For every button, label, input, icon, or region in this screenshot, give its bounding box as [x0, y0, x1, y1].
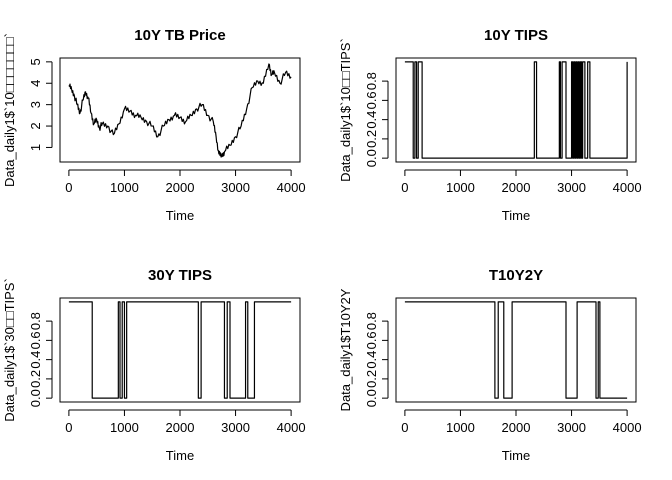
x-tick-label: 4000 — [613, 180, 642, 195]
y-tick-label: 3 — [28, 101, 43, 108]
plot-frame — [59, 297, 301, 403]
y-tick-label: 0.8 — [364, 72, 379, 90]
y-tick-label: 0.8 — [28, 312, 43, 330]
x-tick-label: 0 — [401, 420, 408, 435]
x-tick-label: 4000 — [277, 420, 306, 435]
y-tick-label: 0.4 — [28, 351, 43, 369]
y-axis-label: Data_daily1$`10□□TIPS` — [338, 38, 353, 182]
x-tick-label: 1000 — [446, 180, 475, 195]
series-line — [68, 63, 292, 158]
x-tick-label: 2000 — [502, 180, 531, 195]
y-tick-label: 0.4 — [364, 111, 379, 129]
x-tick-label: 0 — [65, 180, 72, 195]
x-axis-label: Time — [502, 208, 530, 223]
y-tick-label: 5 — [28, 58, 43, 65]
plot-frame — [395, 57, 637, 163]
x-axis-label: Time — [166, 448, 194, 463]
y-tick-label: 2 — [28, 122, 43, 129]
chart-title: 10Y TB Price — [134, 27, 225, 44]
y-axis-label: Data_daily1$T10Y2Y — [338, 288, 353, 411]
x-tick-label: 4000 — [277, 180, 306, 195]
plot-frame — [395, 297, 637, 403]
x-tick-label: 0 — [401, 180, 408, 195]
x-tick-label: 2000 — [166, 420, 195, 435]
x-axis-label: Time — [502, 448, 530, 463]
y-axis-label: Data_daily1$`10□□□□□□□` — [2, 33, 17, 187]
chart-title: T10Y2Y — [489, 267, 543, 284]
x-tick-label: 3000 — [557, 420, 586, 435]
y-tick-label: 0.2 — [364, 130, 379, 148]
y-tick-label: 0.2 — [28, 370, 43, 388]
y-tick-label: 0.0 — [28, 389, 43, 407]
x-tick-label: 2000 — [502, 420, 531, 435]
y-tick-label: 0.6 — [28, 331, 43, 349]
panel-1: 10Y TB Price 0 1000 2000 3000 4000 Time 1 2 3 4 5 Da… — [2, 27, 306, 223]
y-tick-label: 0.2 — [364, 370, 379, 388]
x-tick-label: 4000 — [613, 420, 642, 435]
panel-3: 30Y TIPS 0 1000 2000 3000 4000 Time 0.00.20.4 0.… — [2, 267, 306, 463]
x-tick-label: 2000 — [166, 180, 195, 195]
y-tick-label: 4 — [28, 80, 43, 87]
y-tick-label: 1 — [28, 144, 43, 151]
plot-frame — [59, 57, 301, 163]
y-tick-label: 0.8 — [364, 312, 379, 330]
x-tick-label: 3000 — [221, 420, 250, 435]
y-tick-label: 0.4 — [364, 351, 379, 369]
y-tick-label: 0.6 — [364, 331, 379, 349]
series-line — [404, 301, 628, 399]
x-tick-label: 1000 — [110, 180, 139, 195]
series-line — [68, 301, 292, 399]
x-tick-label: 3000 — [221, 180, 250, 195]
y-axis-label: Data_daily1$`30□□TIPS` — [2, 278, 17, 422]
x-tick-label: 3000 — [557, 180, 586, 195]
series-line — [404, 61, 628, 159]
panel-2: 10Y TIPS 0 1000 2000 3000 4000 Time 0.00.20.4 0.… — [338, 27, 642, 223]
chart-title: 30Y TIPS — [148, 267, 212, 284]
x-tick-label: 0 — [65, 420, 72, 435]
x-tick-label: 1000 — [110, 420, 139, 435]
y-tick-label: 0.0 — [364, 389, 379, 407]
y-tick-label: 0.0 — [364, 149, 379, 167]
y-tick-label: 0.6 — [364, 91, 379, 109]
panel-4: T10Y2Y 0 1000 2000 3000 4000 Time 0.00.20.4 0.60… — [338, 267, 642, 463]
chart-title: 10Y TIPS — [484, 27, 548, 44]
x-tick-label: 1000 — [446, 420, 475, 435]
x-axis-label: Time — [166, 208, 194, 223]
